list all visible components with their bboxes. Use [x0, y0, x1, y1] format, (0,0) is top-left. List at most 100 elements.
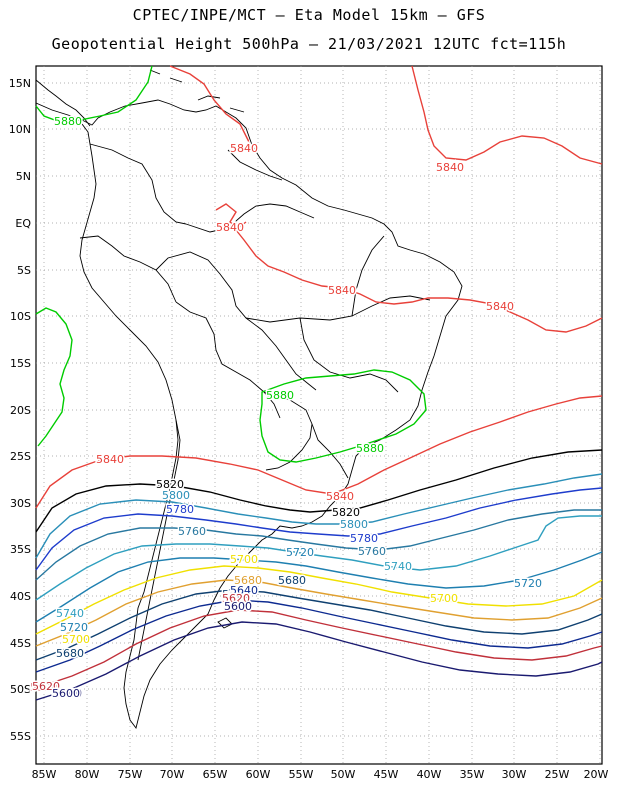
contour-5840-amazon — [235, 229, 603, 333]
label-5620: 5620 — [222, 592, 250, 605]
label-5800: 5800 — [162, 489, 190, 502]
lon-label: 45W — [374, 768, 399, 781]
map-frame — [35, 65, 603, 765]
lat-label: 35S — [10, 543, 31, 556]
label-5660: 5660 — [222, 588, 250, 601]
contour-5840-south — [35, 395, 603, 509]
lat-label: 15S — [10, 357, 31, 370]
label-5740: 5740 — [384, 560, 412, 573]
lat-label: 5S — [17, 264, 31, 277]
latitude-labels: 15N 10N 5N EQ 5S 10S 15S 20S 25S 30S 35S… — [9, 77, 32, 743]
label-5840: 5840 — [436, 161, 464, 174]
label-5760: 5760 — [178, 525, 206, 538]
lon-label: 50W — [331, 768, 356, 781]
label-5840: 5840 — [230, 142, 258, 155]
label-5680: 5680 — [278, 574, 306, 587]
lon-label: 40W — [417, 768, 442, 781]
border-states2 — [351, 235, 385, 317]
label-5820: 5820 — [156, 478, 184, 491]
south-america-coastline — [35, 99, 463, 730]
label-5840: 5840 — [326, 490, 354, 503]
border-brazil-internal — [245, 295, 431, 323]
label-5620: 5620 — [32, 680, 60, 693]
border-paraguay — [263, 391, 313, 471]
lat-label: 40S — [10, 590, 31, 603]
longitude-labels: 85W 80W 75W 70W 65W 60W 55W 50W 45W 40W … — [32, 768, 609, 781]
contour-labels: 5880 5880 5880 5840 5840 5840 5840 5840 … — [29, 114, 544, 702]
label-5700: 5700 — [62, 633, 90, 646]
contour-5780 — [35, 487, 603, 571]
border-argentina-chile — [137, 419, 181, 661]
lat-label: 30S — [10, 497, 31, 510]
border-brazil-west — [155, 251, 317, 391]
label-5880: 5880 — [54, 115, 82, 128]
label-5780: 5780 — [350, 532, 378, 545]
label-5840: 5840 — [96, 453, 124, 466]
contour-5880-north — [35, 65, 153, 123]
border-states — [299, 317, 399, 393]
label-5720: 5720 — [286, 546, 314, 559]
contour-5640 — [35, 599, 603, 673]
border-colombia — [89, 143, 187, 225]
label-5680: 5680 — [234, 574, 262, 587]
label-5880: 5880 — [266, 389, 294, 402]
label-5880: 5880 — [356, 442, 384, 455]
lon-label: 20W — [584, 768, 609, 781]
label-5820: 5820 — [332, 506, 360, 519]
label-5700: 5700 — [430, 592, 458, 605]
border-uruguay — [311, 423, 349, 479]
map-title-line1: CPTEC/INPE/MCT – Eta Model 15km – GFS — [132, 6, 486, 24]
contour-5880-closed — [259, 369, 427, 463]
contour-5880-west — [35, 307, 73, 447]
label-5800: 5800 — [54, 687, 82, 700]
label-5800: 5800 — [340, 518, 368, 531]
label-5840: 5840 — [328, 284, 356, 297]
label-5700: 5700 — [230, 553, 258, 566]
label-5840: 5840 — [486, 300, 514, 313]
lon-label: 65W — [203, 768, 228, 781]
label-5720: 5720 — [514, 577, 542, 590]
lon-label: 80W — [75, 768, 100, 781]
contour-5700 — [35, 565, 603, 635]
lat-label: 45S — [10, 637, 31, 650]
lat-label: 20S — [10, 404, 31, 417]
lon-label: 55W — [289, 768, 314, 781]
central-america — [35, 79, 91, 127]
contour-5840-atlantic — [411, 65, 603, 165]
border-ecuador-peru — [79, 235, 177, 303]
label-5640: 5640 — [230, 584, 258, 597]
contour-5760 — [35, 509, 602, 581]
contour-5620 — [35, 609, 603, 689]
lat-label: 25S — [10, 450, 31, 463]
label-5600: 5600 — [224, 600, 252, 613]
lat-label: 5N — [16, 170, 31, 183]
lat-label: 10S — [10, 310, 31, 323]
label-5760: 5760 — [358, 545, 386, 558]
contour-5720 — [35, 551, 603, 623]
lon-label: 85W — [32, 768, 57, 781]
border-brazil-north — [185, 203, 315, 233]
label-5780: 5780 — [166, 503, 194, 516]
map-title-line2: Geopotential Height 500hPa – 21/03/2021 … — [51, 35, 567, 53]
border-bolivia — [175, 301, 281, 419]
contour-5680 — [35, 579, 603, 647]
border-guianas — [227, 149, 283, 181]
contour-lines — [35, 65, 603, 701]
label-5840: 5840 — [216, 221, 244, 234]
contour-5840-venezuela — [215, 203, 247, 229]
label-5680: 5680 — [56, 647, 84, 660]
contour-5800 — [35, 473, 603, 559]
contour-5840-north — [169, 65, 251, 145]
lat-label: 10N — [9, 123, 31, 136]
map-grid — [36, 66, 602, 764]
label-5820: 5820 — [30, 681, 58, 694]
label-5600: 5600 — [52, 687, 80, 700]
lon-label: 70W — [160, 768, 185, 781]
label-5740: 5740 — [56, 607, 84, 620]
lat-label: 50S — [10, 683, 31, 696]
caribbean-islands — [149, 69, 245, 113]
label-5720: 5720 — [60, 621, 88, 634]
lon-label: 75W — [118, 768, 143, 781]
lat-label: 55S — [10, 730, 31, 743]
